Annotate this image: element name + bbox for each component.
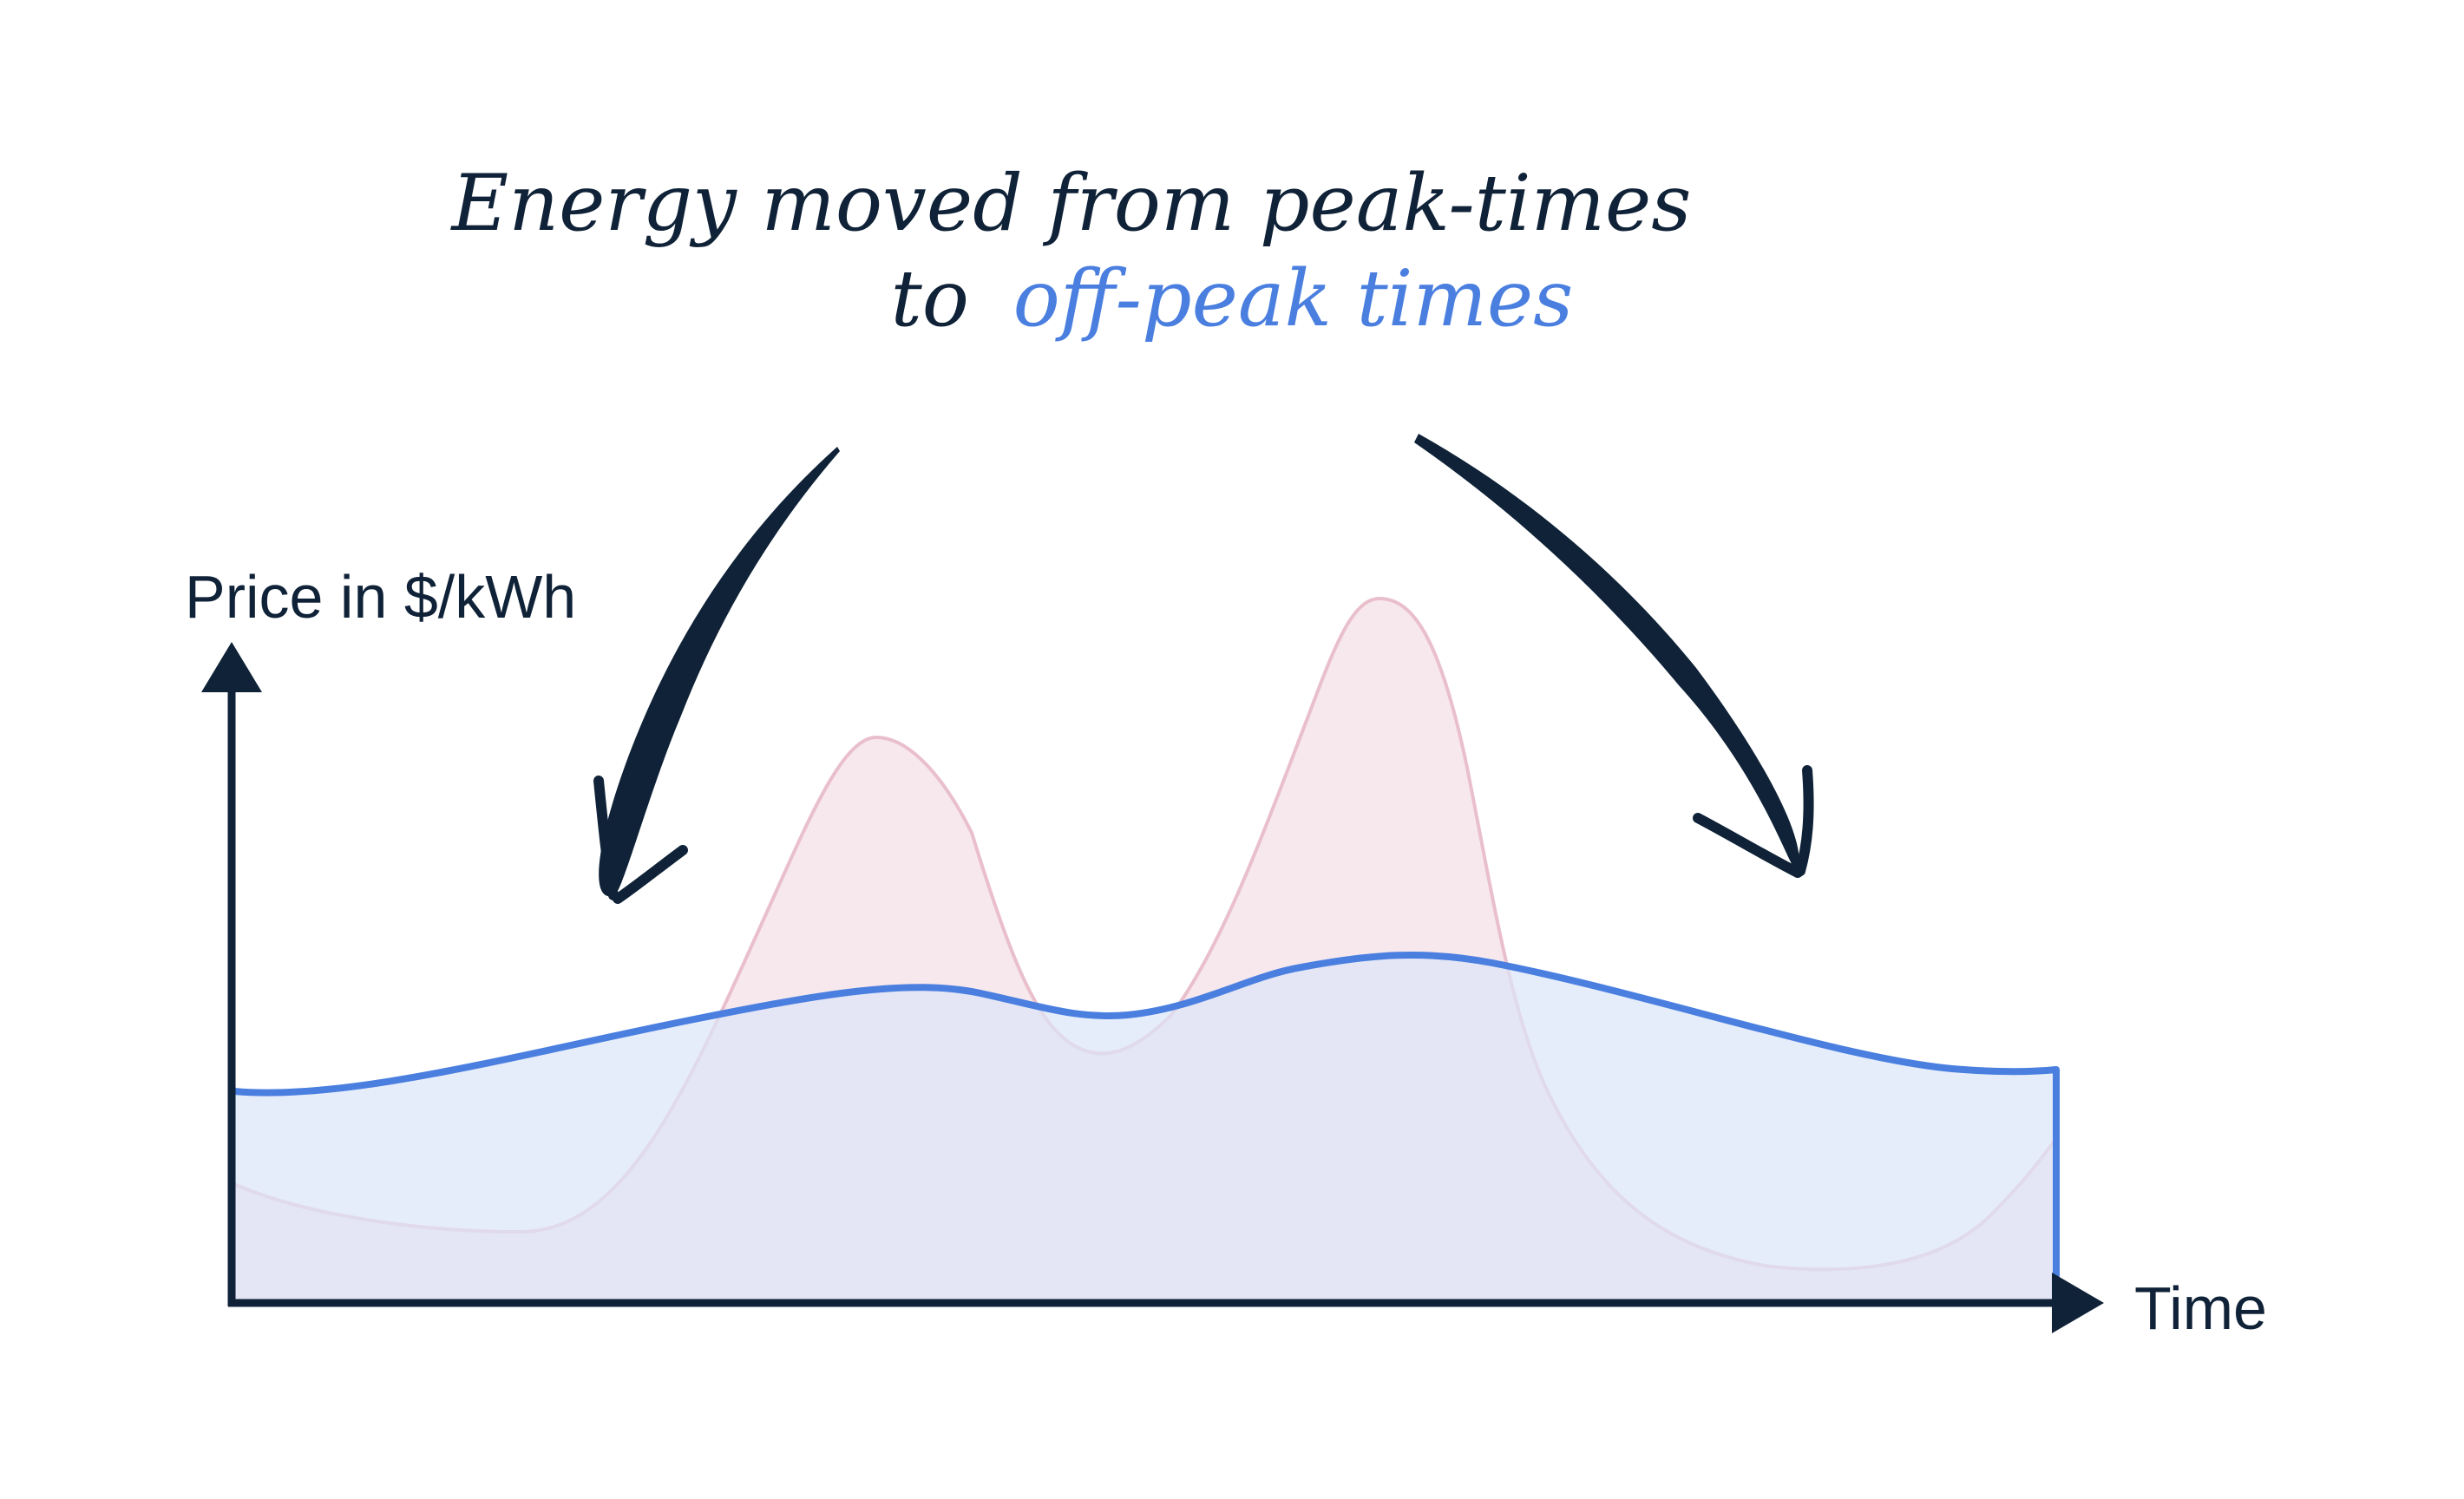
- shifted-price-curve: [233, 951, 2060, 1303]
- curved-arrow-down-left-icon: [593, 447, 840, 904]
- x-axis-arrowhead-icon: [2052, 1273, 2104, 1333]
- y-axis-label: Price in $/kWh: [185, 563, 576, 631]
- curved-arrow-down-right-icon: [1414, 434, 1814, 878]
- x-axis-label: Time: [2134, 1274, 2267, 1342]
- headline-line-2-prefix: to: [891, 253, 969, 344]
- headline-highlight-off-peak: off-peak times: [1013, 253, 1574, 344]
- y-axis-arrowhead-icon: [201, 642, 262, 692]
- shifted-price-area: [234, 954, 2056, 1303]
- headline-line-2: to off-peak times: [891, 253, 1574, 344]
- headline-line-1: Energy moved from peak-times: [450, 158, 1692, 249]
